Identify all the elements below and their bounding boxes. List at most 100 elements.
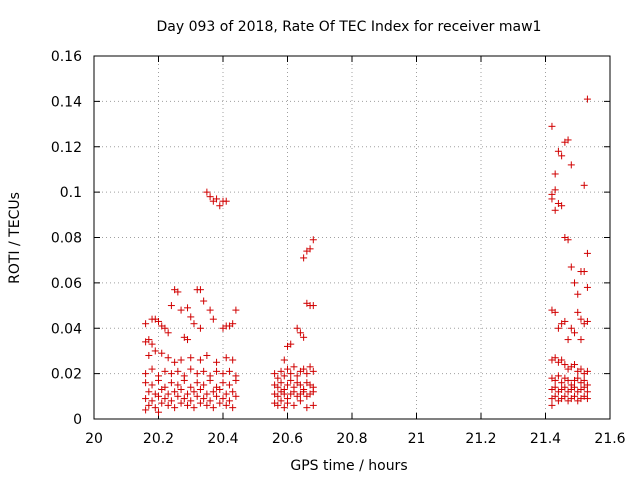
data-point	[174, 367, 182, 375]
data-point	[206, 397, 214, 405]
data-point	[300, 388, 308, 396]
data-point	[155, 392, 162, 400]
data-point	[155, 317, 162, 325]
data-point	[225, 397, 233, 405]
data-point	[171, 388, 179, 396]
x-tick-label: 21.4	[530, 431, 561, 447]
y-tick-label: 0.06	[51, 276, 82, 292]
data-point	[167, 302, 175, 310]
y-tick-label: 0.14	[51, 94, 82, 110]
data-point	[187, 397, 195, 405]
y-tick-label: 0.04	[51, 321, 82, 337]
data-point	[571, 383, 579, 391]
data-point	[184, 390, 192, 398]
data-point	[209, 404, 217, 412]
data-point	[561, 361, 569, 369]
data-point	[551, 354, 559, 362]
data-point	[567, 161, 575, 169]
data-point	[196, 286, 204, 294]
data-point	[148, 340, 156, 348]
data-point	[277, 367, 285, 375]
data-point	[229, 356, 237, 364]
data-point	[187, 313, 195, 321]
data-point	[164, 329, 172, 337]
data-point	[277, 397, 285, 405]
data-point	[209, 388, 217, 396]
data-point	[200, 367, 208, 375]
data-point	[284, 399, 291, 407]
y-tick-label: 0.02	[51, 367, 82, 383]
data-point	[190, 404, 198, 412]
data-point	[184, 304, 192, 312]
data-point	[229, 388, 237, 396]
data-point	[309, 302, 317, 310]
data-point	[232, 376, 240, 384]
data-point	[222, 401, 230, 409]
data-point	[554, 372, 562, 380]
data-point	[203, 401, 211, 409]
data-point	[155, 408, 162, 416]
chart-title: Day 093 of 2018, Rate Of TEC Index for r…	[157, 19, 542, 35]
y-axis-label: ROTI / TECUs	[7, 192, 23, 284]
data-point	[213, 195, 221, 203]
data-point	[551, 392, 559, 400]
data-point	[583, 95, 591, 103]
data-point	[158, 349, 166, 357]
data-point	[174, 392, 182, 400]
data-point	[284, 381, 291, 389]
data-point	[232, 392, 240, 400]
x-tick-label: 20.2	[143, 431, 174, 447]
data-point	[196, 324, 204, 332]
data-point	[287, 370, 295, 378]
data-point	[148, 397, 156, 405]
data-point	[561, 383, 569, 391]
data-point	[293, 372, 301, 380]
axis-ticks	[93, 55, 611, 420]
data-point	[187, 383, 195, 391]
data-point	[193, 379, 201, 387]
data-point	[551, 170, 559, 178]
y-tick-label: 0.16	[51, 49, 82, 65]
x-axis-label: GPS time / hours	[290, 458, 407, 474]
data-point	[300, 254, 308, 262]
data-point	[171, 358, 179, 366]
data-point	[580, 268, 588, 276]
data-point	[148, 381, 156, 389]
data-point	[180, 376, 188, 384]
data-point	[206, 193, 214, 201]
data-point	[280, 390, 288, 398]
data-point	[571, 279, 579, 287]
data-point	[216, 202, 224, 210]
data-point	[274, 392, 282, 400]
data-point	[293, 324, 301, 332]
data-point	[206, 306, 214, 314]
data-point	[148, 365, 156, 373]
data-point	[284, 365, 291, 373]
data-point	[225, 381, 233, 389]
data-point	[177, 386, 185, 394]
data-point	[200, 395, 208, 403]
data-point	[551, 383, 559, 391]
data-point	[551, 206, 559, 214]
data-point	[219, 379, 227, 387]
data-point	[300, 333, 308, 341]
data-point	[213, 358, 221, 366]
data-point	[174, 381, 182, 389]
data-point	[174, 288, 182, 296]
data-point	[571, 392, 579, 400]
data-point	[548, 122, 556, 130]
data-point	[200, 297, 208, 305]
x-tick-label: 21.2	[465, 431, 496, 447]
x-tick-label: 20	[85, 431, 103, 447]
data-point	[274, 383, 282, 391]
data-point	[225, 367, 233, 375]
data-point	[583, 317, 591, 325]
x-tick-label: 21	[408, 431, 426, 447]
data-point	[177, 306, 185, 314]
data-point	[271, 370, 279, 378]
data-point	[196, 386, 204, 394]
data-point	[561, 317, 569, 325]
data-point	[280, 404, 288, 412]
data-point	[583, 283, 591, 291]
